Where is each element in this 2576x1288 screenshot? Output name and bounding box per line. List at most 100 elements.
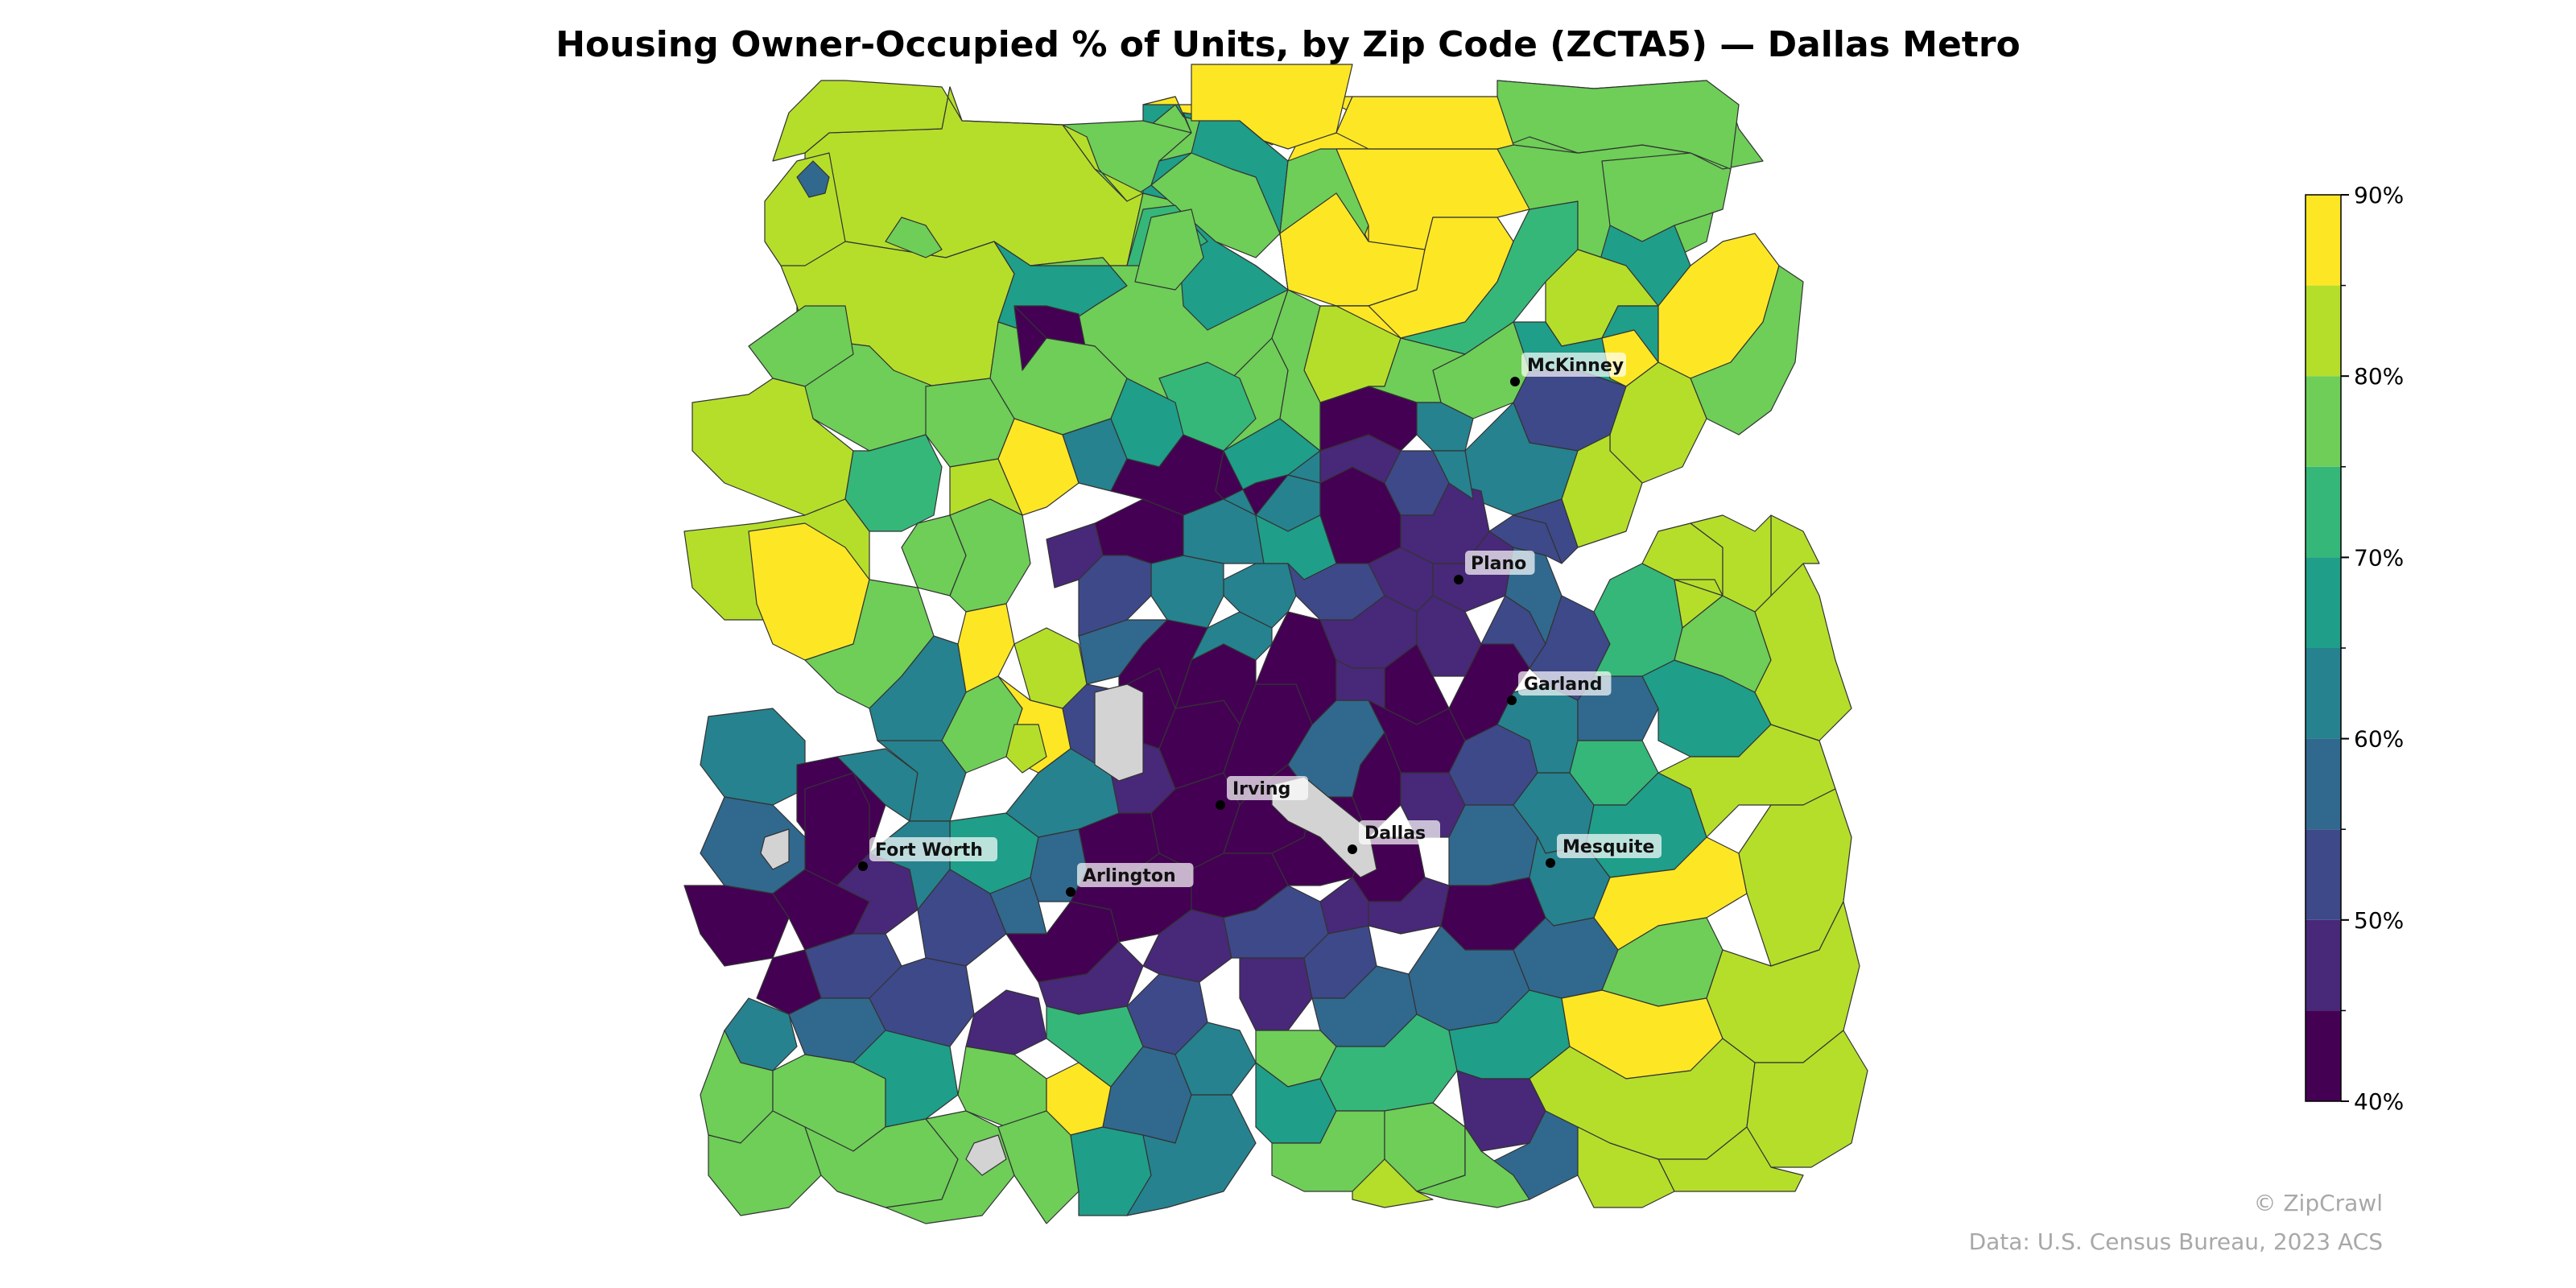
city-arlington: Arlington bbox=[1066, 863, 1194, 897]
zip-region bbox=[1513, 498, 1579, 564]
zip-region bbox=[1271, 289, 1321, 452]
city-dot bbox=[1066, 887, 1075, 897]
city-label-background bbox=[1465, 551, 1535, 575]
zip-region bbox=[700, 708, 806, 806]
legend-tick-label: 60% bbox=[2354, 726, 2404, 753]
city-dot bbox=[1546, 858, 1555, 868]
city-dot bbox=[1510, 377, 1520, 386]
city-label-background bbox=[869, 837, 997, 861]
zip-region bbox=[772, 80, 1144, 202]
legend-tick-label: 40% bbox=[2354, 1088, 2404, 1115]
legend-swatch bbox=[2306, 466, 2341, 558]
zip-region bbox=[1416, 1126, 1530, 1208]
legend-tick-label: 90% bbox=[2354, 182, 2404, 208]
zip-region bbox=[1738, 788, 1852, 967]
zip-region bbox=[1134, 208, 1204, 291]
city-mesquite: Mesquite bbox=[1546, 834, 1662, 868]
legend-tick-label: 80% bbox=[2354, 363, 2404, 390]
zip-region bbox=[683, 885, 790, 967]
city-label: Irving bbox=[1232, 779, 1290, 799]
zip-region bbox=[1191, 64, 1353, 150]
city-label-background bbox=[1077, 863, 1194, 887]
city-label-background bbox=[1557, 834, 1662, 858]
city-label: Garland bbox=[1524, 675, 1603, 695]
zip-region bbox=[1005, 724, 1047, 774]
legend-tick-label: 70% bbox=[2354, 544, 2404, 571]
legend-swatch bbox=[2306, 1010, 2341, 1101]
zip-region bbox=[796, 160, 830, 198]
zip-region bbox=[885, 1110, 1015, 1224]
legend-swatch bbox=[2306, 738, 2341, 830]
city-plano: Plano bbox=[1454, 551, 1535, 584]
city-markers: McKinney Plano Garland Irving Dallas Mesquite… bbox=[858, 353, 1662, 897]
zip-region bbox=[1496, 80, 1740, 170]
city-label-background bbox=[1227, 776, 1308, 800]
no-data-region bbox=[965, 1134, 1007, 1176]
legend-swatch bbox=[2306, 376, 2341, 467]
city-dallas: Dallas bbox=[1348, 820, 1440, 854]
city-label-background bbox=[1359, 820, 1440, 844]
zip-region bbox=[1335, 96, 1514, 150]
zip-region bbox=[957, 603, 1015, 693]
map-title: Housing Owner-Occupied % of Units, by Zi… bbox=[555, 24, 2021, 65]
city-dot bbox=[1454, 575, 1463, 584]
city-dot bbox=[1507, 696, 1517, 705]
data-source: Data: U.S. Census Bureau, 2023 ACS bbox=[1968, 1228, 2383, 1255]
city-label: Mesquite bbox=[1563, 837, 1654, 857]
city-label-background bbox=[1518, 671, 1612, 696]
zip-region bbox=[1150, 555, 1224, 629]
no-data-region bbox=[760, 828, 790, 870]
zip-region bbox=[1432, 450, 1474, 500]
city-dot bbox=[1216, 800, 1225, 810]
legend-swatch bbox=[2306, 829, 2341, 920]
city-irving: Irving bbox=[1216, 776, 1308, 810]
city-label: Dallas bbox=[1364, 824, 1426, 844]
city-fort-worth: Fort Worth bbox=[858, 837, 997, 871]
legend-swatch bbox=[2306, 557, 2341, 648]
city-dot bbox=[858, 861, 868, 871]
zip-region bbox=[1746, 1030, 1868, 1168]
city-dot bbox=[1348, 844, 1357, 854]
no-data-region bbox=[1094, 683, 1144, 782]
zip-region bbox=[885, 217, 943, 258]
zip-region bbox=[1013, 305, 1047, 371]
legend-swatch bbox=[2306, 919, 2341, 1011]
zip-region bbox=[1690, 265, 1804, 436]
city-label: Plano bbox=[1471, 554, 1526, 574]
city-label: Fort Worth bbox=[875, 840, 983, 861]
zip-region bbox=[1754, 563, 1852, 741]
zip-region bbox=[1593, 836, 1748, 951]
zip-region bbox=[844, 434, 943, 532]
city-garland: Garland bbox=[1507, 671, 1612, 705]
zip-region bbox=[1593, 563, 1683, 677]
zip-region bbox=[852, 1030, 959, 1128]
zip-region bbox=[1191, 611, 1273, 661]
city-label-background bbox=[1521, 353, 1626, 377]
legend-swatch bbox=[2306, 285, 2341, 377]
zip-region bbox=[1674, 579, 1724, 597]
zip-region bbox=[1078, 555, 1152, 637]
city-mckinney: McKinney bbox=[1510, 353, 1626, 386]
zip-region bbox=[1352, 1158, 1434, 1208]
colorbar-legend: 40% 50% 60% 70% 80% 90% bbox=[2305, 182, 2404, 1115]
watermark: © ZipCrawl bbox=[2253, 1190, 2383, 1216]
zip-region bbox=[1150, 152, 1281, 258]
zip-region bbox=[1239, 957, 1313, 1031]
zip-region bbox=[1319, 305, 1402, 339]
legend-swatch bbox=[2306, 195, 2341, 286]
city-label: Arlington bbox=[1083, 866, 1176, 886]
legend-swatch bbox=[2306, 648, 2341, 739]
zip-region bbox=[1319, 1013, 1458, 1112]
zip-region bbox=[1319, 877, 1369, 935]
zip-regions bbox=[683, 64, 1868, 1224]
zip-region bbox=[989, 877, 1047, 935]
legend-tick-label: 50% bbox=[2354, 907, 2404, 934]
zip-region bbox=[1690, 514, 1772, 613]
city-label: McKinney bbox=[1527, 356, 1624, 376]
zip-region bbox=[1577, 1126, 1675, 1208]
zip-region bbox=[965, 989, 1047, 1055]
zip-region bbox=[1126, 1094, 1257, 1216]
zip-region bbox=[1062, 120, 1192, 202]
zip-region bbox=[1601, 152, 1732, 242]
